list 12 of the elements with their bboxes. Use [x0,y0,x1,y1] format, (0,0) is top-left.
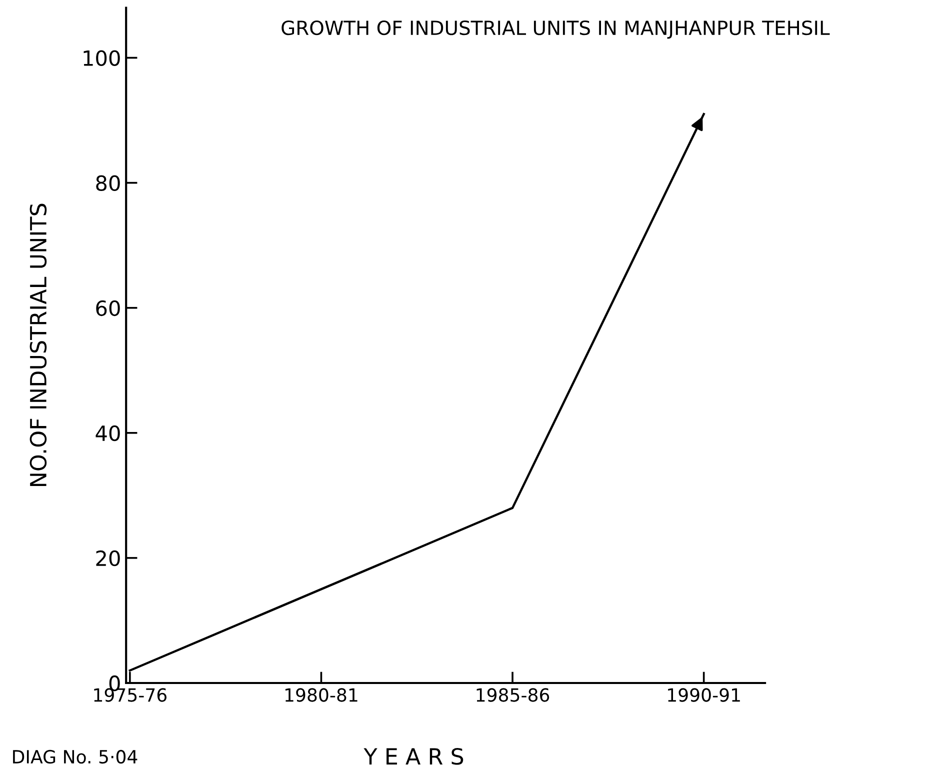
y-tick-label: 80 [96,175,120,192]
y-tick-label: 60 [96,300,120,316]
x-tick-label: 1990-91 [668,688,740,702]
y-tick-label: 100 [84,50,120,66]
y-axis-title: NO.OF INDUSTRIAL UNITS [30,204,47,486]
y-tick-label: 40 [96,425,120,442]
x-tick-label: 1980-81 [285,688,358,702]
x-axis-title: Y E A R S [364,748,464,765]
y-tick-label: 20 [96,550,120,566]
x-tick-label: 1985-86 [476,688,550,702]
text: DIAG No. 5·04 [13,750,138,764]
text: GROWTH OF INDUSTRIAL UNITS IN MANJHANPUR TEHSIL [282,20,830,39]
